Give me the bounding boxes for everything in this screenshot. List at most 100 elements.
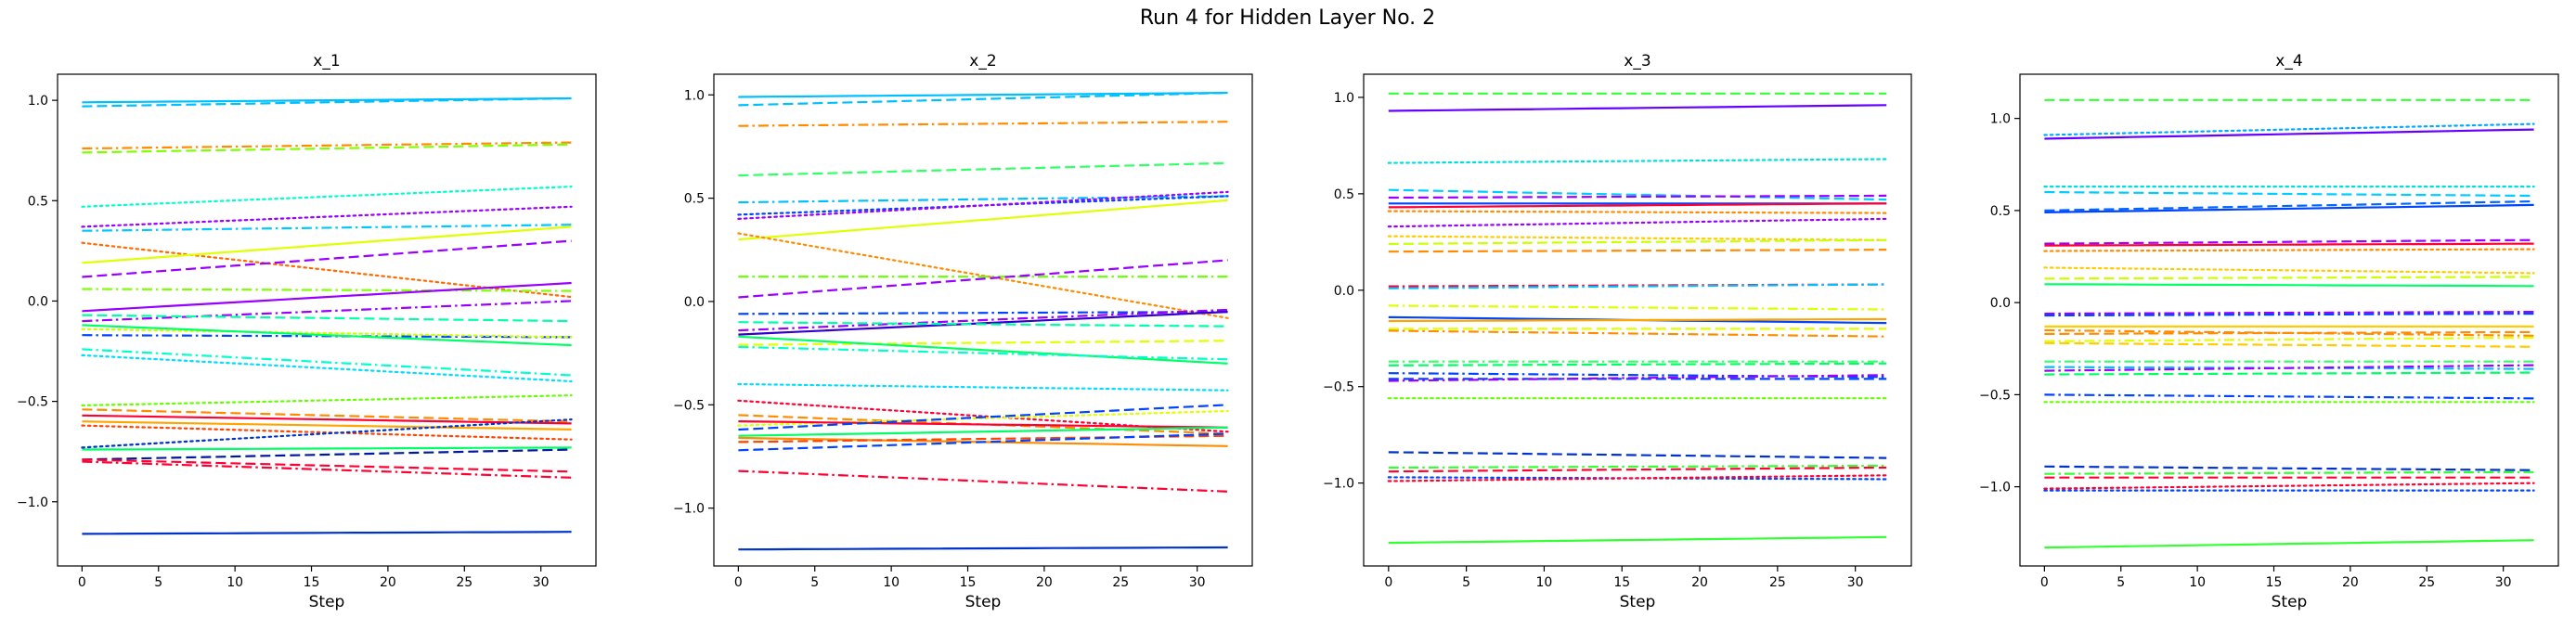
- series-line-3: [738, 121, 1228, 127]
- figure-title: Run 4 for Hidden Layer No. 2: [1140, 6, 1435, 30]
- series-line-12: [2044, 276, 2534, 280]
- series-line-22: [82, 414, 572, 425]
- x-tick-label: 30: [1847, 575, 1864, 590]
- y-tick-label: 1.0: [1990, 112, 2011, 127]
- series-group: [1387, 92, 1888, 545]
- series-line-23: [82, 420, 572, 431]
- series-group: [81, 96, 573, 535]
- x-tick-label: 25: [1112, 575, 1129, 590]
- y-tick-label: −0.5: [1323, 380, 1354, 395]
- x-axis-label: Step: [1620, 593, 1656, 611]
- series-line-5: [81, 186, 573, 208]
- series-line-23: [738, 420, 1228, 429]
- series-line-25: [82, 446, 572, 451]
- x-tick-label: 15: [304, 575, 320, 590]
- x-tick-label: 10: [227, 575, 243, 590]
- series-line-21: [82, 408, 572, 423]
- x-tick-label: 0: [78, 575, 86, 590]
- subplot-title: x_3: [1624, 52, 1650, 71]
- subplot-title: x_4: [2275, 52, 2302, 71]
- series-line-12: [82, 281, 572, 313]
- series-line-19: [1388, 329, 1887, 338]
- series-line-14: [1388, 283, 1887, 289]
- subplot-2: x_2 0 5 10 15 20 25 30 −1.0 −0.5 0.0 0.5 1.0 Step: [673, 52, 1253, 611]
- series-line-29: [738, 469, 1228, 493]
- x-tick-label: 10: [1536, 575, 1553, 590]
- series-line-24: [1388, 374, 1887, 382]
- series-line-3: [2044, 128, 2534, 140]
- series-line-28: [2044, 470, 2534, 475]
- series-line-9: [82, 239, 572, 278]
- y-tick-label: 1.0: [684, 88, 705, 103]
- series-line-10: [1387, 235, 1888, 241]
- y-tick-label: −1.0: [17, 495, 48, 510]
- series-line-17: [1388, 317, 1887, 323]
- series-line-27: [2044, 465, 2534, 471]
- series-line-11: [2043, 266, 2535, 275]
- y-tick-label: 0.5: [1990, 204, 2011, 219]
- y-tick-label: −0.5: [673, 398, 705, 413]
- x-tick-label: 20: [2342, 575, 2359, 590]
- subplot-title: x_2: [969, 52, 996, 71]
- x-tick-label: 20: [380, 575, 396, 590]
- series-line-8: [2044, 238, 2534, 245]
- series-line-13: [82, 300, 572, 323]
- y-tick-label: −0.5: [1979, 388, 2011, 403]
- x-tick-label: 10: [883, 575, 900, 590]
- plot-frame: [1363, 73, 1912, 567]
- x-tick-label: 5: [154, 575, 162, 590]
- y-tick-label: −0.5: [17, 395, 48, 410]
- y-tick-label: −1.0: [1323, 477, 1354, 492]
- series-line-32: [2044, 539, 2534, 549]
- series-line-6: [2044, 199, 2534, 212]
- plot-frame: [2019, 73, 2559, 567]
- series-line-25: [2044, 393, 2534, 400]
- series-line-11: [738, 259, 1228, 299]
- x-tick-label: 30: [1189, 575, 1206, 590]
- series-line-18: [738, 345, 1228, 361]
- y-tick-label: 0.5: [684, 192, 705, 207]
- series-line-26: [81, 418, 573, 449]
- series-line-3: [1387, 158, 1888, 164]
- x-tick-label: 5: [810, 575, 819, 590]
- series-line-24: [2044, 371, 2534, 376]
- x-tick-label: 15: [960, 575, 977, 590]
- series-line-10: [2043, 248, 2535, 252]
- series-line-3: [82, 141, 572, 150]
- plot-frame: [713, 73, 1253, 567]
- series-line-28: [82, 458, 572, 473]
- series-line-30: [82, 531, 572, 535]
- series-line-7: [1388, 202, 1887, 209]
- series-line-15: [738, 321, 1228, 328]
- series-line-17: [738, 335, 1228, 365]
- series-line-13: [738, 308, 1228, 332]
- series-line-20: [81, 394, 573, 406]
- series-line-15: [1388, 304, 1887, 311]
- x-tick-label: 30: [2495, 575, 2512, 590]
- y-tick-label: 0.0: [684, 295, 705, 310]
- x-tick-label: 25: [456, 575, 472, 590]
- series-line-20: [737, 399, 1229, 433]
- x-tick-label: 5: [1462, 575, 1470, 590]
- y-tick-label: 0.0: [28, 294, 48, 309]
- x-axis-label: Step: [965, 593, 1002, 611]
- series-line-9: [2044, 242, 2534, 247]
- series-line-4: [82, 143, 572, 154]
- series-line-4: [1388, 188, 1887, 201]
- series-line-12: [738, 311, 1228, 315]
- series-line-11: [1388, 238, 1887, 245]
- series-line-30: [1387, 474, 1888, 482]
- series-line-21: [1388, 362, 1887, 366]
- subplot-4: x_4 0 5 10 15 20 25 30 −1.0 −0.5 0.0 0.5 1.0 Step: [1979, 52, 2559, 611]
- series-line-11: [82, 288, 572, 292]
- series-line-12: [1388, 249, 1887, 253]
- x-tick-label: 0: [2040, 575, 2049, 590]
- series-line-9: [737, 232, 1229, 319]
- series-line-6: [81, 205, 573, 228]
- subplot-3: x_3 0 5 10 15 20 25 30 −1.0 −0.5 0.0 0.5 1.0 Step: [1323, 52, 1912, 611]
- series-line-31: [1388, 535, 1887, 545]
- series-line-6: [737, 195, 1229, 216]
- series-line-7: [737, 190, 1229, 220]
- series-line-7: [82, 224, 572, 232]
